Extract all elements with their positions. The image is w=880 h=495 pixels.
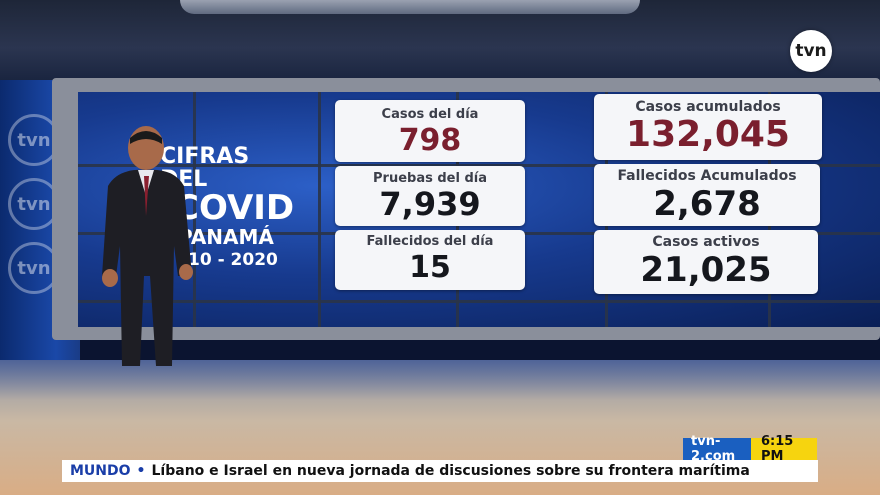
title-line-2: COVID: [174, 188, 295, 229]
tvn-logo: tvn: [790, 30, 832, 72]
stat-card-casos-acumulados: Casos acumulados 132,045: [594, 94, 822, 160]
lower-third-info: tvn-2.com 6:15 PM: [683, 434, 817, 464]
stat-label: Pruebas del día: [373, 171, 487, 186]
screen-seam: [78, 300, 880, 303]
stat-card-casos-activos: Casos activos 21,025: [594, 230, 818, 294]
stat-label: Casos activos: [652, 234, 760, 250]
stat-label: Fallecidos Acumulados: [617, 168, 797, 184]
screen-seam: [193, 92, 196, 327]
ticker-category: MUNDO: [70, 463, 131, 479]
title-line-3: PANAMÁ: [178, 224, 274, 249]
stat-value: 132,045: [626, 114, 790, 155]
title-line-4: 10 - 2020: [188, 249, 278, 270]
stat-value: 7,939: [379, 185, 481, 223]
stat-label: Casos del día: [381, 107, 479, 122]
stat-label: Fallecidos del día: [366, 234, 494, 249]
stat-label: Casos acumulados: [635, 99, 781, 115]
website-label: tvn-2.com: [683, 434, 751, 464]
screen-seam: [78, 164, 880, 167]
stat-value: 21,025: [640, 250, 772, 290]
ticker-headline: Líbano e Israel en nueva jornada de disc…: [151, 463, 750, 479]
stat-value: 798: [398, 123, 462, 158]
stat-value: 15: [409, 250, 451, 285]
floor-reflection: [0, 360, 880, 400]
news-ticker: MUNDO • Líbano e Israel en nueva jornada…: [62, 460, 818, 482]
ticker-bullet: •: [136, 463, 146, 479]
screen-seam: [318, 92, 321, 327]
ceiling-light: [180, 0, 640, 14]
stat-card-fallecidos-dia: Fallecidos del día 15: [335, 230, 525, 290]
studio-ceiling: [0, 0, 880, 80]
graphic-title: CIFRAS DEL COVID PANAMÁ 10 - 2020: [160, 145, 300, 270]
clock: 6:15 PM: [751, 434, 817, 464]
stat-card-pruebas-dia: Pruebas del día 7,939: [335, 166, 525, 226]
stat-card-fallecidos-acumulados: Fallecidos Acumulados 2,678: [594, 164, 820, 226]
presenter-figure: [102, 126, 193, 366]
stat-value: 2,678: [653, 184, 761, 224]
stat-card-casos-dia: Casos del día 798: [335, 100, 525, 162]
